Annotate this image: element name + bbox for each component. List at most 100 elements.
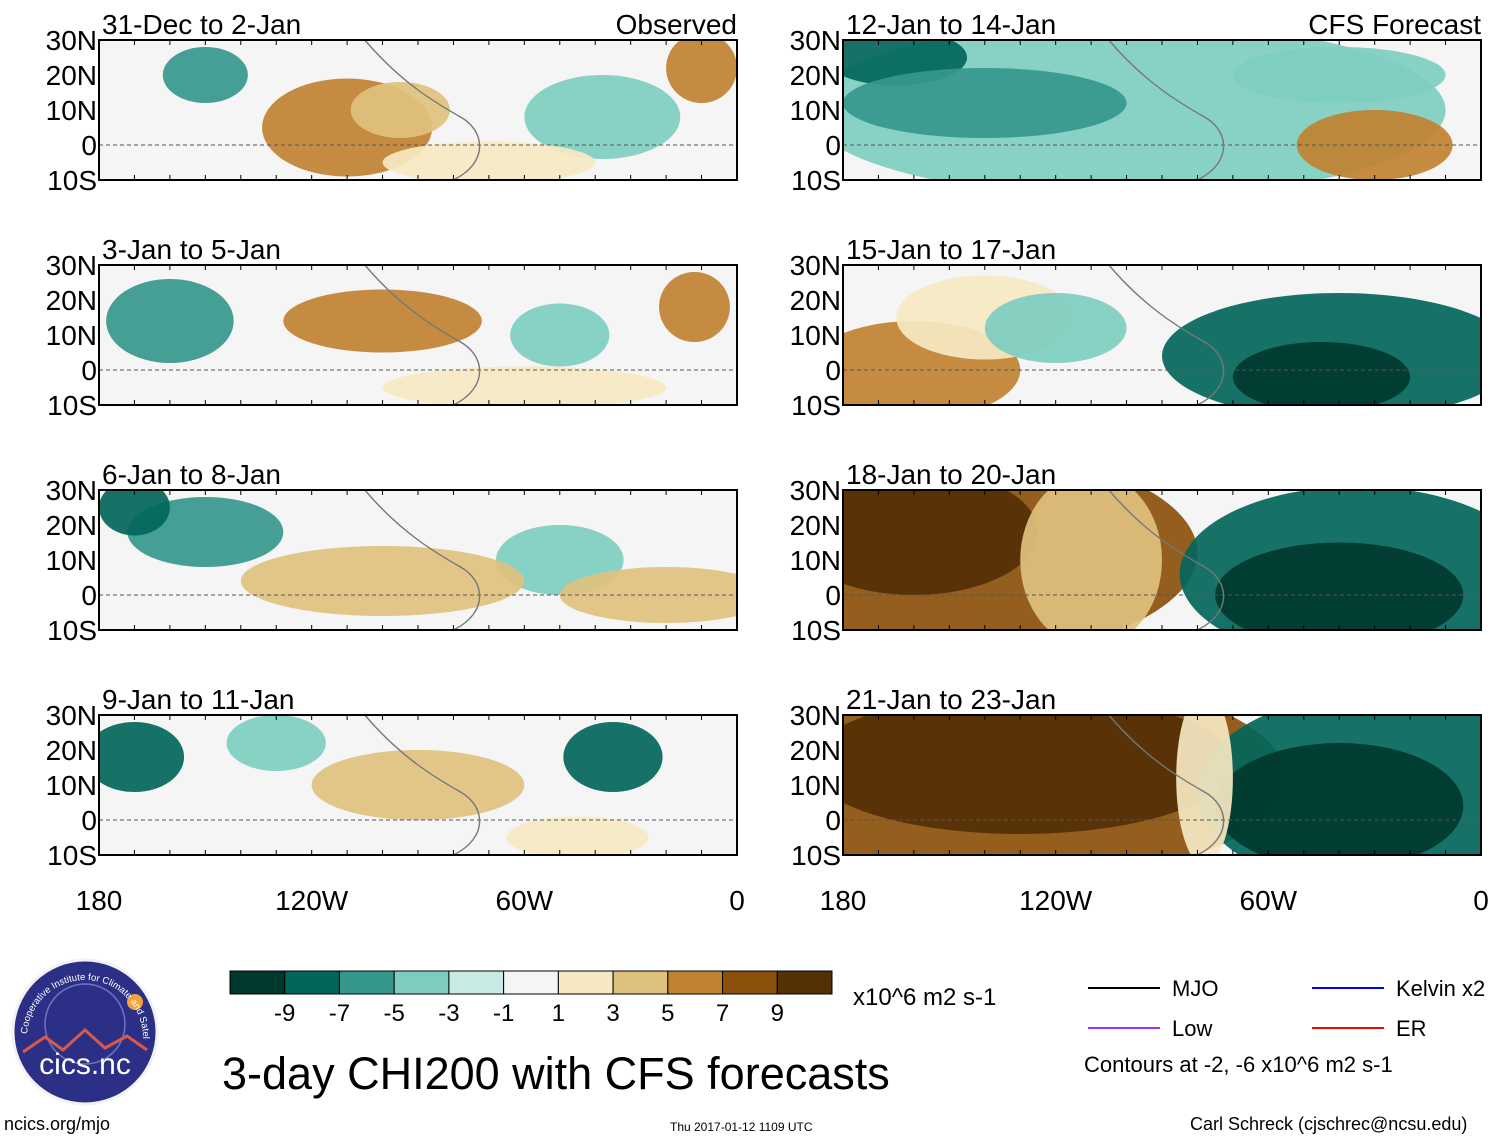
y-tick-label: 10S bbox=[791, 390, 841, 421]
field-shading bbox=[843, 490, 1481, 630]
y-tick-label: 10S bbox=[791, 840, 841, 871]
panel-period-label: 6-Jan to 8-Jan bbox=[102, 459, 281, 490]
colorbar-swatch bbox=[667, 970, 724, 995]
x-tick-label: 0 bbox=[729, 885, 745, 916]
y-tick-label: 20N bbox=[790, 735, 841, 766]
coastline bbox=[364, 40, 481, 180]
panel-period-label: 15-Jan to 17-Jan bbox=[846, 234, 1056, 265]
map-panel: 30N 20N 10N 0 10S 12-Jan to 14-Jan CFS Forecas… bbox=[790, 9, 1482, 196]
anomaly-blob bbox=[510, 303, 610, 367]
colorbar-swatch bbox=[612, 970, 669, 995]
footer-timestamp: Thu 2017-01-12 1109 UTC bbox=[670, 1120, 813, 1134]
logo-orbit bbox=[44, 983, 126, 1065]
coastline bbox=[364, 715, 481, 855]
panel-period-label: 18-Jan to 20-Jan bbox=[846, 459, 1056, 490]
coastline bbox=[364, 265, 481, 405]
anomaly-blob bbox=[240, 546, 525, 616]
panel-period-label: 21-Jan to 23-Jan bbox=[846, 684, 1056, 715]
legend: MJO Kelvin x2 Low ER bbox=[1088, 976, 1485, 1041]
y-tick-label: 0 bbox=[81, 805, 97, 836]
legend-label: MJO bbox=[1172, 976, 1218, 1001]
anomaly-blob bbox=[106, 279, 234, 363]
colorbar: -9 -7 -5 -3 -1 1 3 5 7 9 bbox=[229, 970, 833, 1027]
anomaly-blob bbox=[1232, 47, 1446, 103]
colorbar-label: 9 bbox=[771, 1000, 784, 1027]
field-shading bbox=[99, 715, 663, 855]
y-tick-label: 30N bbox=[46, 250, 97, 281]
y-tick-label: 0 bbox=[81, 355, 97, 386]
panel-period-label: 9-Jan to 11-Jan bbox=[102, 684, 295, 715]
anomaly-blob bbox=[843, 68, 1127, 138]
y-tick-label: 20N bbox=[46, 735, 97, 766]
footer-url[interactable]: ncics.org/mjo bbox=[4, 1114, 111, 1134]
y-tick-label: 10S bbox=[47, 390, 97, 421]
y-tick-label: 10N bbox=[46, 545, 97, 576]
legend-label: Low bbox=[1172, 1016, 1212, 1041]
x-axis-labels: 180 120W 60W 0 180 120W 60W 0 bbox=[76, 885, 1489, 916]
map-panel: 30N 20N 10N 0 10S 31-Dec to 2-Jan Observed bbox=[46, 9, 738, 196]
map-panel: 30N 20N 10N 0 10S 15-Jan to 17-Jan bbox=[790, 234, 1482, 421]
anomaly-blob bbox=[843, 715, 1233, 834]
y-tick-label: 0 bbox=[825, 355, 841, 386]
anomaly-blob bbox=[659, 272, 730, 342]
anomaly-blob bbox=[843, 490, 1038, 595]
y-tick-label: 10N bbox=[790, 95, 841, 126]
colorbar-swatch bbox=[776, 970, 833, 995]
anomaly-blob bbox=[311, 750, 525, 820]
y-tick-label: 30N bbox=[46, 700, 97, 731]
field-shading bbox=[843, 40, 1453, 180]
colorbar-units: x10^6 m2 s-1 bbox=[853, 984, 997, 1011]
field-shading bbox=[106, 272, 730, 405]
anomaly-blob bbox=[524, 75, 681, 159]
field-shading bbox=[843, 275, 1481, 405]
y-tick-label: 10S bbox=[791, 615, 841, 646]
y-tick-label: 30N bbox=[46, 475, 97, 506]
anomaly-blob bbox=[1232, 342, 1411, 405]
y-tick-label: 20N bbox=[46, 510, 97, 541]
logo-sun bbox=[127, 994, 143, 1010]
y-tick-label: 10N bbox=[46, 320, 97, 351]
legend-label: Kelvin x2 bbox=[1396, 976, 1485, 1001]
map-panel: 30N 20N 10N 0 10S 3-Jan to 5-Jan bbox=[46, 234, 738, 421]
footer-credit: Carl Schreck (cjschrec@ncsu.edu) bbox=[1190, 1114, 1468, 1134]
x-tick-label: 120W bbox=[275, 885, 349, 916]
colorbar-label: 5 bbox=[661, 1000, 674, 1027]
coastline bbox=[1108, 265, 1225, 405]
map-panel: 30N 20N 10N 0 10S 6-Jan to 8-Jan bbox=[46, 459, 738, 646]
y-tick-label: 10S bbox=[47, 165, 97, 196]
colorbar-label: 3 bbox=[606, 1000, 619, 1027]
colorbar-swatch bbox=[503, 970, 559, 995]
anomaly-blob bbox=[1215, 743, 1464, 855]
anomaly-blob bbox=[382, 141, 596, 180]
y-tick-label: 30N bbox=[790, 475, 841, 506]
panel-period-label: 3-Jan to 5-Jan bbox=[102, 234, 281, 265]
y-tick-label: 30N bbox=[790, 25, 841, 56]
panel-column-header: CFS Forecast bbox=[1308, 9, 1481, 40]
chart-title: 3-day CHI200 with CFS forecasts bbox=[222, 1048, 890, 1099]
map-panel: 30N 20N 10N 0 10S 18-Jan to 20-Jan bbox=[790, 459, 1482, 646]
panel-column-header: Observed bbox=[616, 9, 737, 40]
y-tick-label: 30N bbox=[790, 700, 841, 731]
colorbar-label: -9 bbox=[274, 1000, 295, 1027]
y-tick-label: 0 bbox=[825, 130, 841, 161]
anomaly-blob bbox=[506, 816, 649, 855]
anomaly-blob bbox=[162, 47, 248, 103]
anomaly-blob bbox=[984, 293, 1127, 363]
coastline bbox=[1108, 715, 1225, 855]
x-tick-label: 60W bbox=[496, 885, 554, 916]
legend-label: ER bbox=[1396, 1016, 1427, 1041]
map-panel: 30N 20N 10N 0 10S 21-Jan to 23-Jan bbox=[790, 684, 1482, 871]
anomaly-blob bbox=[1020, 490, 1162, 630]
anomaly-blob bbox=[99, 490, 170, 536]
y-tick-label: 10S bbox=[47, 840, 97, 871]
anomaly-blob bbox=[1176, 715, 1233, 855]
coastline bbox=[364, 490, 481, 630]
colorbar-swatch bbox=[557, 970, 614, 995]
y-tick-label: 30N bbox=[46, 25, 97, 56]
y-tick-label: 10N bbox=[790, 545, 841, 576]
logo-mountain-line bbox=[22, 1027, 148, 1054]
x-tick-label: 60W bbox=[1240, 885, 1298, 916]
anomaly-blob bbox=[563, 722, 663, 792]
y-tick-label: 20N bbox=[46, 60, 97, 91]
